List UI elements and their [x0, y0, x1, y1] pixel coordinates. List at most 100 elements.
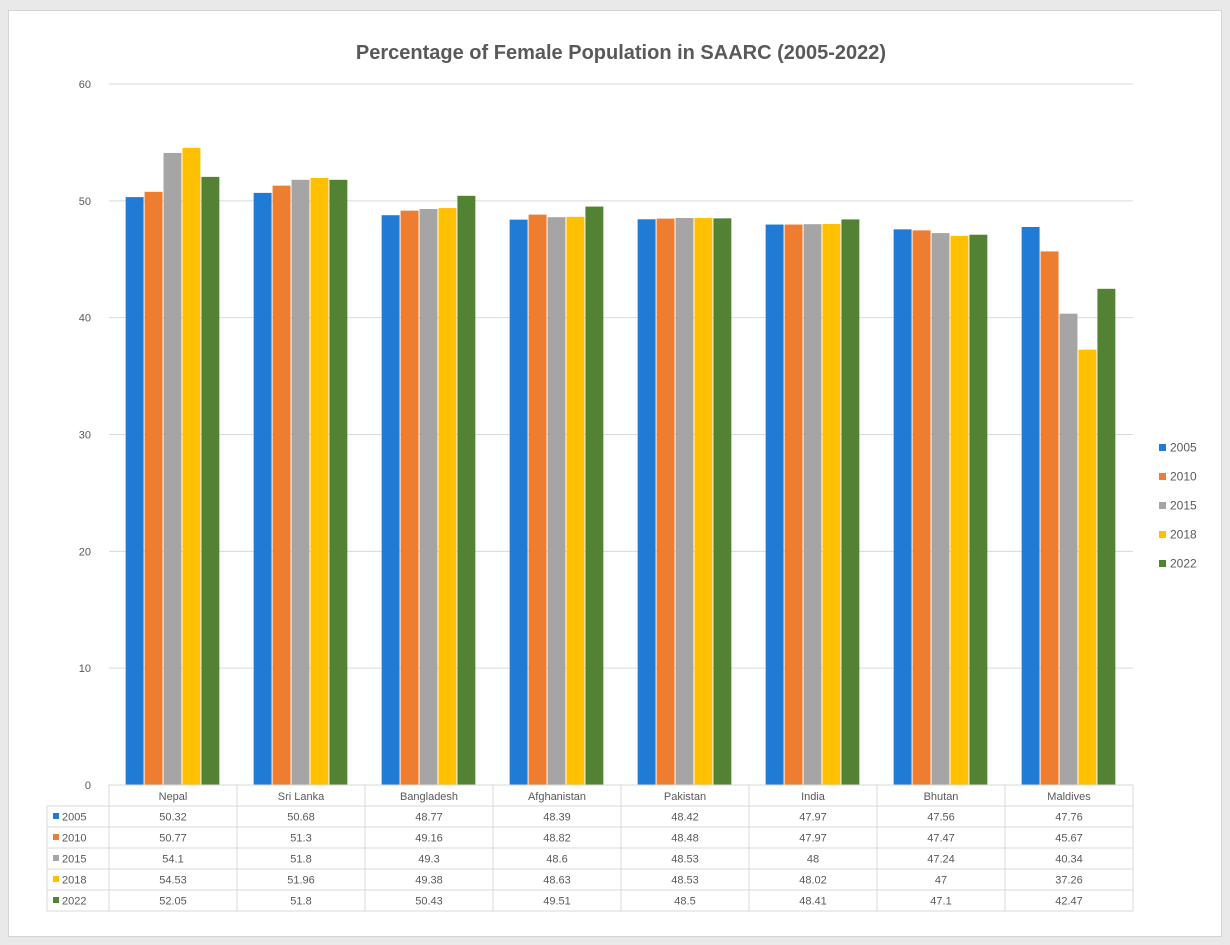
y-tick-label: 10: [79, 663, 91, 675]
legend-label: 2010: [1170, 470, 1197, 484]
data-label: 48.41: [799, 896, 827, 908]
data-label: 48.53: [671, 854, 699, 866]
x-category-label: Afghanistan: [528, 791, 586, 803]
table-legend-key: [53, 834, 59, 840]
data-label: 51.3: [290, 833, 311, 845]
data-label: 51.8: [290, 896, 311, 908]
y-tick-label: 30: [79, 430, 91, 442]
bar: [713, 218, 732, 785]
data-label: 45.67: [1055, 833, 1083, 845]
data-label: 48.5: [674, 896, 695, 908]
table-legend-key: [53, 813, 59, 819]
bar: [931, 233, 950, 785]
table-legend-key: [53, 897, 59, 903]
data-label: 51.96: [287, 875, 315, 887]
legend-label: 2015: [1170, 499, 1197, 513]
bar: [765, 224, 784, 785]
table-series-label: 2005: [62, 812, 86, 824]
bar: [1040, 251, 1059, 785]
x-category-label: Bhutan: [924, 791, 959, 803]
data-label: 48.42: [671, 812, 699, 824]
bar: [566, 216, 585, 786]
data-label: 54.53: [159, 875, 187, 887]
bar: [291, 179, 310, 785]
bar: [675, 218, 694, 786]
legend: 2005 2010 2015 2018 2022: [1159, 441, 1197, 571]
legend-label: 2022: [1170, 557, 1197, 571]
bar: [585, 206, 604, 785]
y-axis: 0 10 20 30 40 50 60: [79, 79, 91, 792]
bar: [547, 217, 566, 785]
data-label: 48: [807, 854, 819, 866]
legend-label: 2005: [1170, 441, 1197, 455]
bar: [528, 214, 547, 786]
bar: [163, 152, 182, 786]
data-label: 47.97: [799, 812, 827, 824]
data-label: 48.39: [543, 812, 571, 824]
y-tick-label: 40: [79, 313, 91, 325]
bar: [694, 218, 713, 786]
legend-label: 2018: [1170, 528, 1197, 542]
bar: [253, 192, 272, 785]
data-label: 50.77: [159, 833, 187, 845]
data-label: 48.82: [543, 833, 571, 845]
data-label: 54.1: [162, 854, 183, 866]
chart-frame: Percentage of Female Population in SAARC…: [8, 10, 1222, 937]
legend-swatch: [1159, 531, 1166, 538]
bar: [329, 179, 348, 785]
data-label: 47.24: [927, 854, 955, 866]
data-label: 50.43: [415, 896, 443, 908]
y-tick-label: 50: [79, 196, 91, 208]
legend-swatch: [1159, 560, 1166, 567]
bar: [784, 224, 803, 785]
bar: [950, 235, 969, 786]
x-category-label: India: [801, 791, 826, 803]
bar: [841, 219, 860, 785]
bar: [182, 147, 201, 785]
data-table: Nepal Sri Lanka Bangladesh Afghanistan Pakis…: [46, 784, 1134, 912]
data-label: 49.51: [543, 896, 571, 908]
table-series-label: 2010: [62, 833, 86, 845]
table-series-label: 2022: [62, 896, 86, 908]
chart-title: Percentage of Female Population in SAARC…: [356, 42, 886, 64]
bar: [381, 215, 400, 785]
bar: [125, 197, 144, 785]
bar: [1021, 227, 1040, 785]
bar: [419, 209, 438, 786]
data-label: 48.6: [546, 854, 567, 866]
data-label: 47.1: [930, 896, 951, 908]
x-category-label: Sri Lanka: [278, 791, 325, 803]
bar: [912, 230, 931, 786]
bars: [125, 147, 1116, 786]
bar: [893, 229, 912, 785]
data-label: 47.97: [799, 833, 827, 845]
data-label: 48.77: [415, 812, 443, 824]
data-label: 50.68: [287, 812, 315, 824]
data-label: 50.32: [159, 812, 187, 824]
y-tick-label: 20: [79, 546, 91, 558]
bar-chart: Percentage of Female Population in SAARC…: [46, 42, 1197, 912]
data-label: 48.53: [671, 875, 699, 887]
bar: [969, 234, 988, 786]
bar: [310, 177, 329, 785]
data-label: 49.16: [415, 833, 443, 845]
data-label: 48.48: [671, 833, 699, 845]
data-label: 49.3: [418, 854, 439, 866]
data-label: 47.56: [927, 812, 955, 824]
y-tick-label: 0: [85, 780, 91, 792]
bar: [144, 191, 163, 786]
legend-swatch: [1159, 444, 1166, 451]
data-label: 42.47: [1055, 896, 1083, 908]
data-label: 40.34: [1055, 854, 1083, 866]
data-label: 51.8: [290, 854, 311, 866]
table-series-label: 2018: [62, 875, 86, 887]
legend-swatch: [1159, 473, 1166, 480]
data-label: 47.47: [927, 833, 955, 845]
bar: [822, 223, 841, 786]
bar: [1059, 313, 1078, 785]
x-category-label: Nepal: [159, 791, 188, 803]
bar: [457, 195, 476, 785]
data-label: 48.02: [799, 875, 827, 887]
legend-swatch: [1159, 502, 1166, 509]
data-label: 47.76: [1055, 812, 1083, 824]
